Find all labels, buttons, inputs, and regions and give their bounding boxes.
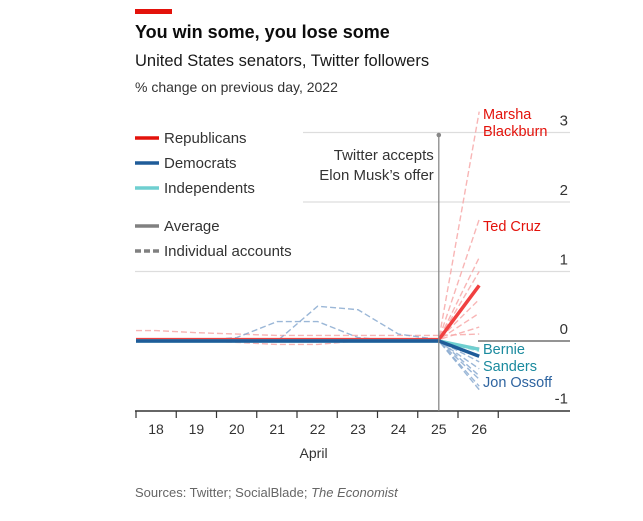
x-tick-label: 20 — [229, 421, 245, 437]
average-line-republicans — [136, 284, 481, 342]
legend-label: Democrats — [164, 155, 237, 172]
legend-label: Average — [164, 218, 220, 235]
legend-label: Individual accounts — [164, 243, 292, 260]
series-label: Sanders — [483, 359, 537, 375]
legend-label: Independents — [164, 180, 255, 197]
individual-line — [136, 271, 480, 341]
annotation-dot — [436, 132, 442, 138]
x-tick-label: 26 — [471, 421, 487, 437]
x-tick-label: 25 — [431, 421, 447, 437]
source-note: Sources: Twitter; SocialBlade; The Econo… — [135, 485, 399, 500]
individual-line — [136, 340, 480, 387]
chart-subtitle: United States senators, Twitter follower… — [135, 52, 429, 70]
y-tick-label: 1 — [560, 252, 568, 269]
chart-title: You win some, you lose some — [135, 22, 390, 42]
legend-label: Republicans — [164, 130, 247, 147]
annotation-text: Twitter accepts — [334, 147, 434, 164]
unit-label: % change on previous day, 2022 — [135, 79, 338, 95]
individual-line — [136, 340, 480, 391]
series-label: Bernie — [483, 342, 525, 358]
individual-line — [136, 298, 480, 341]
annotation-text: Elon Musk’s offer — [319, 167, 434, 184]
average-line-democrats — [136, 339, 480, 358]
individual-line — [136, 329, 480, 337]
x-tick-label: 22 — [310, 421, 326, 437]
y-tick-label: 0 — [560, 321, 568, 338]
individual-line — [136, 340, 480, 380]
series-label: Jon Ossoff — [483, 375, 553, 391]
individual-line — [136, 284, 480, 341]
individual-line — [136, 257, 480, 341]
y-tick-label: -1 — [555, 391, 568, 408]
y-tick-label: 2 — [560, 182, 568, 199]
x-tick-label: 23 — [350, 421, 366, 437]
series-label: Ted Cruz — [483, 219, 541, 235]
x-tick-label: 21 — [269, 421, 285, 437]
brand-bar — [135, 9, 172, 14]
series-label: Blackburn — [483, 124, 547, 140]
x-axis-title: April — [300, 445, 328, 461]
series-label: Marsha — [483, 107, 532, 123]
y-tick-label: 3 — [560, 113, 568, 130]
x-tick-label: 18 — [148, 421, 164, 437]
x-tick-label: 24 — [391, 421, 407, 437]
x-tick-label: 19 — [189, 421, 205, 437]
